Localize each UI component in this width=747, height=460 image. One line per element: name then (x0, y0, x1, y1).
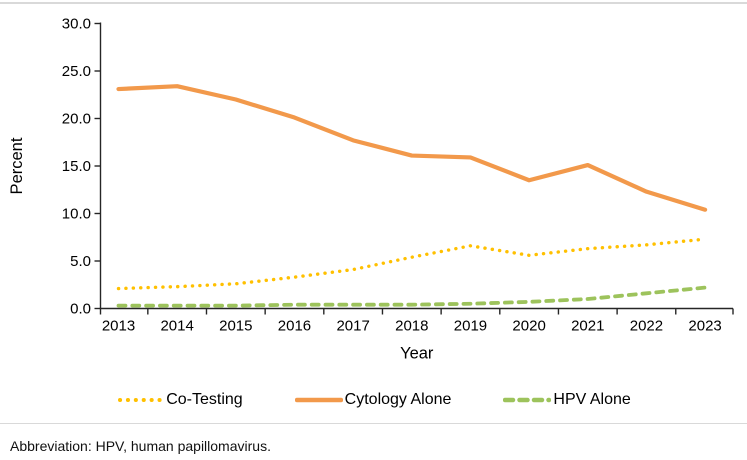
series-line-hpv-alone (116, 285, 707, 308)
x-tick-label: 2023 (688, 318, 721, 335)
legend-label: Cytology Alone (344, 391, 452, 408)
x-tick-label: 2019 (454, 318, 487, 335)
chart-legend: Co-Testing Cytology Alone HPV Alone (0, 386, 747, 414)
x-tick-label: 2022 (630, 318, 663, 335)
x-tick-label: 2018 (395, 318, 428, 335)
y-tick-label: 0.0 (70, 301, 91, 318)
x-axis-ticks: 2013 2014 2015 2016 2017 2018 2019 2020 2021 2022… (99, 308, 734, 335)
x-axis-title: Year (400, 345, 434, 363)
x-tick-label: 2017 (336, 318, 369, 335)
chart-area: 0.0 5.0 10.0 15.0 20.0 25.0 30.0 2013 2014 2015 20… (0, 4, 747, 381)
dotted-line-swatch-icon (118, 398, 163, 402)
x-tick-label: 2016 (278, 318, 311, 335)
x-tick-label: 2013 (102, 318, 135, 335)
y-tick-label: 10.0 (62, 206, 91, 223)
y-tick-label: 25.0 (62, 63, 91, 80)
legend-label: Co-Testing (166, 391, 243, 408)
y-tick-label: 20.0 (62, 111, 91, 128)
series-line-co-testing (116, 237, 707, 291)
x-tick-label: 2014 (160, 318, 193, 335)
dashed-line-swatch-icon (503, 397, 552, 403)
note-divider (0, 423, 747, 424)
top-divider (0, 2, 747, 4)
abbreviation-note: Abbreviation: HPV, human papillomavirus. (10, 438, 271, 454)
solid-line-swatch-icon (294, 397, 343, 403)
y-tick-label: 30.0 (62, 16, 91, 33)
legend-item-co-testing: Co-Testing (116, 391, 243, 409)
legend-item-hpv-alone: HPV Alone (503, 391, 631, 409)
x-tick-label: 2020 (512, 318, 545, 335)
y-axis-ticks: 0.0 5.0 10.0 15.0 20.0 25.0 30.0 (62, 16, 101, 318)
y-tick-label: 5.0 (70, 253, 91, 270)
y-axis-title: Percent (8, 137, 26, 194)
x-tick-label: 2015 (219, 318, 252, 335)
y-tick-label: 15.0 (62, 158, 91, 175)
legend-item-cytology-alone: Cytology Alone (294, 391, 452, 409)
series-line-cytology-alone (116, 84, 708, 212)
axes (99, 22, 733, 310)
x-tick-label: 2021 (571, 318, 604, 335)
legend-label: HPV Alone (553, 391, 631, 408)
